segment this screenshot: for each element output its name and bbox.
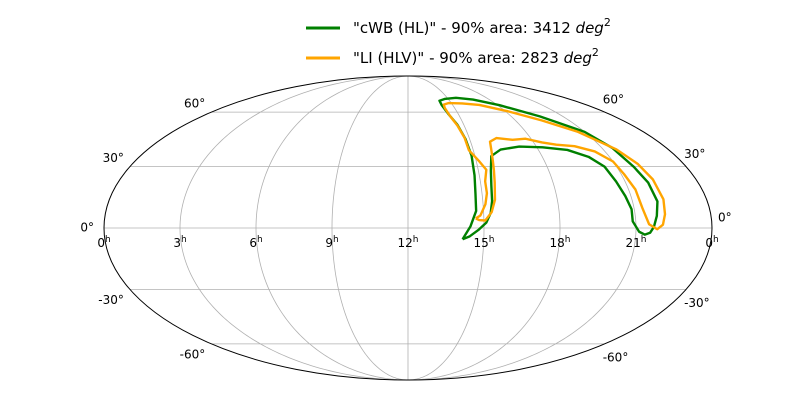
dec-tick-label-right: 60° xyxy=(603,93,624,107)
credible-region-contour xyxy=(442,101,667,231)
dec-tick-label-left: -60° xyxy=(180,347,206,361)
dec-tick-label-left: 30° xyxy=(103,151,124,165)
legend-label: "cWB (HL)" - 90% area: 3412 deg2 xyxy=(353,16,611,37)
dec-tick-label-right: 30° xyxy=(684,147,705,161)
ra-tick-label: 3h xyxy=(173,235,186,250)
legend: "cWB (HL)" - 90% area: 3412 deg2 "LI (HLV… xyxy=(306,16,611,67)
ra-tick-label: 21h xyxy=(626,235,647,250)
ra-tick-label: 6h xyxy=(249,235,262,250)
sky-map-outline xyxy=(103,75,713,381)
dec-tick-label-left: 60° xyxy=(184,97,205,111)
dec-tick-label-right: -60° xyxy=(603,350,629,364)
legend-label: "LI (HLV)" - 90% area: 2823 deg2 xyxy=(353,46,599,67)
meridian-gridline xyxy=(407,75,485,381)
dec-tick-label-left: 0° xyxy=(80,221,94,235)
ra-tick-label: 12h xyxy=(398,235,419,250)
grid-lines xyxy=(104,75,712,381)
ra-tick-label: 15h xyxy=(474,235,495,250)
dec-tick-labels: 60° 60° 30° 30° 0° 0° -30° -30° -60° -60° xyxy=(80,93,731,365)
dec-tick-label-right: 0° xyxy=(718,211,732,225)
credible-region-contour xyxy=(438,96,659,241)
dec-tick-label-left: -30° xyxy=(98,293,124,307)
ra-tick-label: 9h xyxy=(325,235,338,250)
contour-series xyxy=(438,96,667,241)
dec-tick-label-right: -30° xyxy=(684,296,710,310)
ra-tick-labels: 0h 21h 18h 15h 12h 9h 6h 3h 0h xyxy=(97,235,718,250)
ra-tick-label: 18h xyxy=(550,235,571,250)
ra-tick-label: 0h xyxy=(97,235,110,250)
meridian-gridline xyxy=(255,75,409,381)
meridian-gridline xyxy=(179,75,409,381)
ra-tick-label: 0h xyxy=(705,235,718,250)
meridian-gridline xyxy=(331,75,409,381)
